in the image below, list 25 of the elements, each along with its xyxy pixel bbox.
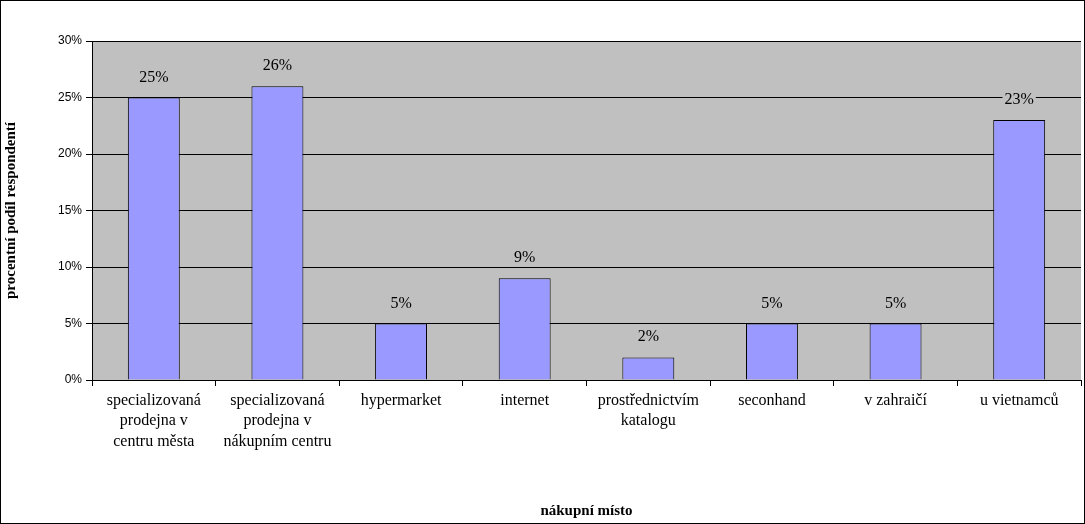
data-label: 26% [262,56,293,74]
y-tick-label: 0% [64,372,83,387]
x-tick-label: v zahraičí [864,390,928,408]
y-tick-label: 30% [57,33,83,48]
data-label: 9% [514,248,536,266]
data-label: 23% [1004,90,1034,108]
x-tick-label: seconhand [738,390,806,408]
y-tick-label: 10% [57,259,83,274]
x-tick-label: specializovaná prodejna v centru města [106,390,201,450]
data-label: 2% [637,327,659,345]
y-tick-label: 25% [57,89,83,104]
y-tick-label: 15% [57,202,83,217]
y-axis-title: procentní podíl respondentí [1,121,18,299]
data-label: 5% [761,293,783,311]
data-label: 5% [390,293,412,311]
x-tick-label: u vietnamců [979,390,1059,408]
x-tick-label: prostřednictvím katalogu [597,390,700,430]
x-tick-label: hypermarket [360,390,443,409]
data-label: 5% [884,293,907,311]
data-label: 25% [139,67,169,85]
y-tick-label: 20% [57,146,83,161]
x-tick-label: internet [500,390,550,408]
y-tick-label: 5% [64,315,83,330]
x-axis-title: nákupní místo [540,501,633,518]
x-tick-label: specializovaná prodejna v nákupním centru [223,390,332,451]
